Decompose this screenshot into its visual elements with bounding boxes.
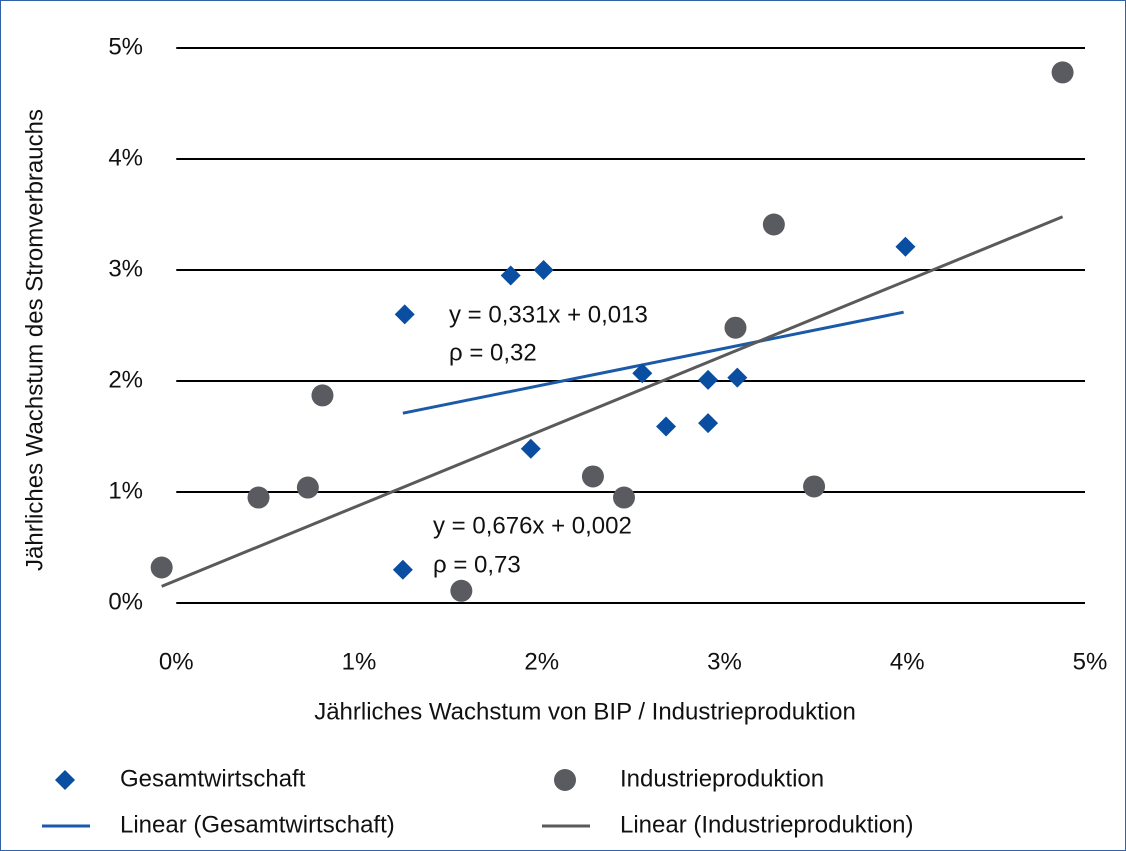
annotation: y = 0,676x + 0,002 bbox=[433, 512, 632, 539]
trend-line bbox=[402, 310, 904, 415]
circle-marker bbox=[450, 579, 473, 602]
circle-marker bbox=[554, 769, 576, 791]
x-tick-label: 4% bbox=[890, 648, 925, 675]
x-tick-label: 3% bbox=[707, 648, 742, 675]
circle-marker bbox=[1051, 61, 1074, 84]
circle-marker bbox=[803, 475, 826, 498]
circle-marker bbox=[724, 316, 747, 339]
diamond-marker bbox=[392, 559, 413, 580]
legend-label: Industrieproduktion bbox=[620, 765, 824, 792]
diamond-marker bbox=[698, 369, 719, 390]
annotation: ρ = 0,73 bbox=[433, 551, 521, 578]
diamond-marker bbox=[727, 367, 748, 388]
diamond-marker bbox=[394, 304, 415, 325]
y-tick-label: 1% bbox=[108, 477, 143, 504]
y-tick-label: 0% bbox=[108, 588, 143, 615]
annotation: y = 0,331x + 0,013 bbox=[449, 301, 648, 328]
x-tick-label: 0% bbox=[159, 648, 194, 675]
circle-marker bbox=[762, 213, 785, 236]
trend-line bbox=[161, 215, 1064, 588]
diamond-marker bbox=[698, 413, 719, 434]
diamond-marker bbox=[632, 363, 653, 384]
diamond-marker bbox=[55, 770, 75, 790]
y-tick-label: 4% bbox=[108, 144, 143, 171]
diamond-marker bbox=[656, 416, 677, 437]
circle-marker bbox=[613, 486, 635, 509]
y-tick-label: 3% bbox=[108, 255, 143, 282]
x-tick-label: 1% bbox=[342, 648, 377, 675]
diamond-marker bbox=[520, 438, 541, 459]
y-axis-label: Jährliches Wachstum des Stromverbrauchs bbox=[21, 109, 48, 571]
y-tick-label: 2% bbox=[108, 366, 143, 393]
legend-label: Linear (Industrieproduktion) bbox=[620, 811, 914, 838]
legend-label: Linear (Gesamtwirtschaft) bbox=[120, 811, 395, 838]
circle-marker bbox=[247, 486, 270, 509]
x-axis-label: Jährliches Wachstum von BIP / Industriep… bbox=[314, 698, 856, 725]
circle-marker bbox=[150, 556, 173, 579]
diamond-marker bbox=[533, 260, 554, 280]
annotation: ρ = 0,32 bbox=[449, 339, 537, 366]
x-tick-label: 5% bbox=[1073, 648, 1108, 675]
diamond-marker bbox=[895, 236, 916, 257]
circle-marker bbox=[296, 476, 319, 499]
circle-marker bbox=[311, 384, 334, 407]
x-tick-label: 2% bbox=[524, 648, 559, 675]
legend-label: Gesamtwirtschaft bbox=[120, 765, 306, 792]
diamond-marker bbox=[500, 265, 521, 286]
circle-marker bbox=[581, 465, 604, 488]
y-tick-label: 5% bbox=[108, 33, 143, 60]
